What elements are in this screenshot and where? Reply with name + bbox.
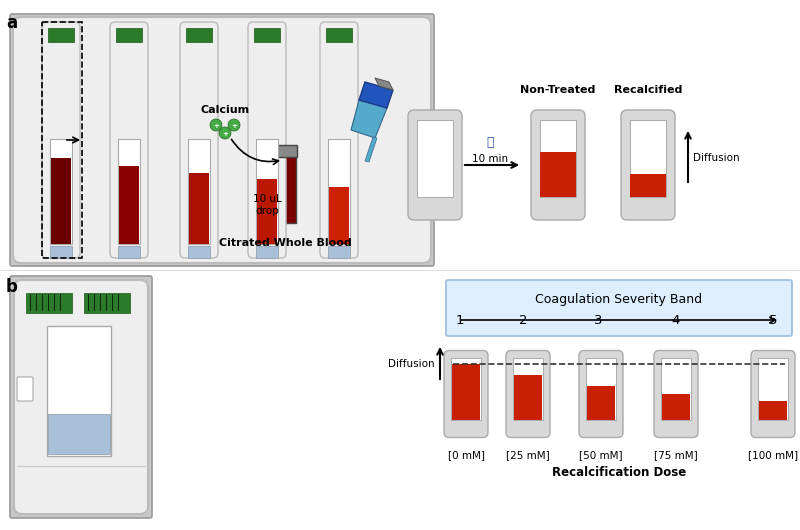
Bar xyxy=(50,139,72,244)
Text: Recalcification Dose: Recalcification Dose xyxy=(552,466,686,480)
Bar xyxy=(326,28,352,42)
Text: [100 mM]: [100 mM] xyxy=(748,450,798,461)
Text: [50 mM]: [50 mM] xyxy=(579,450,623,461)
Circle shape xyxy=(219,127,231,139)
Bar xyxy=(328,246,350,258)
Bar xyxy=(47,326,111,456)
Bar xyxy=(48,414,110,454)
Bar xyxy=(188,139,210,244)
Bar xyxy=(630,174,666,197)
Bar xyxy=(51,158,71,244)
FancyBboxPatch shape xyxy=(446,280,792,336)
Text: 1: 1 xyxy=(456,314,464,326)
Text: Coagulation Severity Band: Coagulation Severity Band xyxy=(535,294,702,306)
Text: Calcium: Calcium xyxy=(201,105,250,115)
FancyBboxPatch shape xyxy=(42,22,80,258)
Bar xyxy=(84,293,130,313)
FancyBboxPatch shape xyxy=(180,22,218,258)
FancyBboxPatch shape xyxy=(10,14,434,266)
FancyBboxPatch shape xyxy=(531,110,585,220)
FancyBboxPatch shape xyxy=(506,350,550,437)
Text: 2: 2 xyxy=(518,314,527,326)
Text: a: a xyxy=(6,14,17,32)
Bar xyxy=(189,173,209,244)
Text: 10 min: 10 min xyxy=(472,154,508,164)
Text: 🕐: 🕐 xyxy=(486,136,494,148)
Bar xyxy=(328,139,350,244)
Bar xyxy=(758,358,788,420)
Bar xyxy=(417,120,453,197)
FancyBboxPatch shape xyxy=(408,110,462,220)
Bar xyxy=(119,166,139,244)
Bar xyxy=(662,394,690,420)
Bar xyxy=(254,28,280,42)
Text: Non-Treated: Non-Treated xyxy=(520,85,596,95)
Bar xyxy=(186,28,212,42)
Text: +: + xyxy=(231,123,237,129)
Bar xyxy=(514,375,542,420)
Circle shape xyxy=(210,119,222,131)
Bar xyxy=(274,155,296,223)
Bar xyxy=(118,139,140,244)
Text: +: + xyxy=(222,131,228,137)
Bar xyxy=(662,358,690,420)
Bar xyxy=(42,22,82,258)
Bar xyxy=(256,139,278,244)
Bar xyxy=(257,179,277,244)
Bar xyxy=(514,358,542,420)
Text: Recalcified: Recalcified xyxy=(614,85,682,95)
Bar xyxy=(586,386,615,420)
Text: b: b xyxy=(6,278,18,296)
FancyBboxPatch shape xyxy=(444,350,488,437)
Text: [75 mM]: [75 mM] xyxy=(654,450,698,461)
FancyBboxPatch shape xyxy=(654,350,698,437)
Text: Citrated Whole Blood: Citrated Whole Blood xyxy=(218,238,351,248)
FancyBboxPatch shape xyxy=(10,276,152,518)
Text: [25 mM]: [25 mM] xyxy=(506,450,550,461)
FancyBboxPatch shape xyxy=(13,17,431,263)
Bar xyxy=(188,246,210,258)
Bar xyxy=(329,187,349,244)
Polygon shape xyxy=(375,78,393,90)
Bar xyxy=(630,120,666,197)
Text: 5: 5 xyxy=(769,314,778,326)
Bar xyxy=(50,246,72,258)
Bar xyxy=(586,358,616,420)
Text: +: + xyxy=(213,123,219,129)
Polygon shape xyxy=(365,137,377,162)
FancyBboxPatch shape xyxy=(751,350,795,437)
FancyBboxPatch shape xyxy=(248,22,286,258)
Circle shape xyxy=(228,119,240,131)
Polygon shape xyxy=(359,82,393,108)
Bar xyxy=(26,293,72,313)
Text: Diffusion: Diffusion xyxy=(388,359,435,369)
Text: [0 mM]: [0 mM] xyxy=(447,450,485,461)
Text: 10 uL
drop: 10 uL drop xyxy=(253,194,282,216)
Bar xyxy=(758,401,787,420)
Polygon shape xyxy=(351,100,387,138)
FancyBboxPatch shape xyxy=(14,280,148,514)
Text: 4: 4 xyxy=(672,314,680,326)
FancyBboxPatch shape xyxy=(110,22,148,258)
Bar xyxy=(540,120,576,197)
FancyBboxPatch shape xyxy=(320,22,358,258)
Text: 3: 3 xyxy=(594,314,602,326)
Bar xyxy=(451,358,481,420)
Text: Diffusion: Diffusion xyxy=(693,153,740,163)
Bar xyxy=(452,365,480,420)
FancyBboxPatch shape xyxy=(17,377,33,401)
FancyBboxPatch shape xyxy=(579,350,623,437)
Bar xyxy=(273,145,297,157)
Bar xyxy=(540,152,576,197)
Bar xyxy=(48,28,74,42)
Bar xyxy=(118,246,140,258)
Bar xyxy=(256,246,278,258)
FancyBboxPatch shape xyxy=(621,110,675,220)
Bar xyxy=(116,28,142,42)
